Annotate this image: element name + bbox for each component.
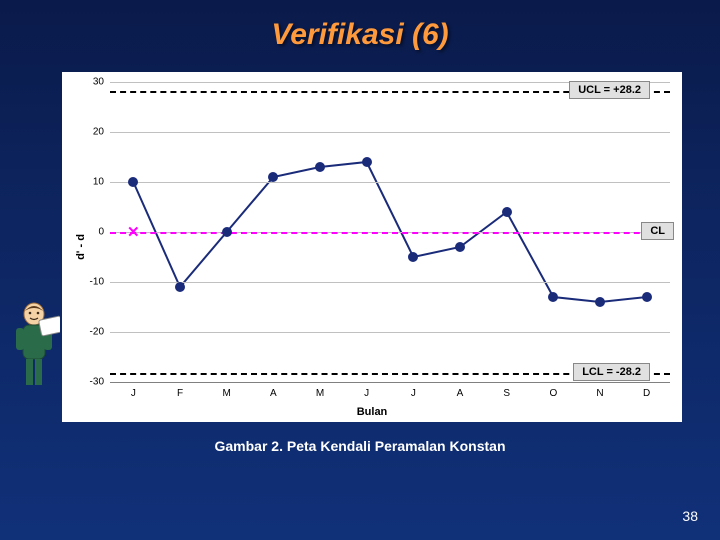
data-point: [315, 162, 325, 172]
x-tick-label: S: [503, 388, 510, 399]
cl-line: [110, 232, 670, 234]
x-tick-label: N: [596, 388, 603, 399]
x-tick-label: F: [177, 388, 183, 399]
x-tick-label: A: [457, 388, 464, 399]
cl-label: CL: [641, 222, 674, 240]
data-point: [128, 177, 138, 187]
y-axis-label: d' - d: [75, 234, 87, 260]
y-tick-label: -10: [90, 277, 104, 288]
x-tick-label: J: [411, 388, 416, 399]
y-tick-label: -30: [90, 377, 104, 388]
page-number: 38: [682, 508, 698, 524]
control-chart: d' - d -30 -20 -10 0 10 20 30 J F M A M J J A S O N D ✕ UCL …: [62, 72, 682, 422]
slide: Verifikasi (6) d' - d -30 -20 -10 0 10 20 30 J F…: [0, 0, 720, 540]
data-point: [175, 282, 185, 292]
data-point: [502, 207, 512, 217]
gridline: [110, 282, 670, 283]
x-tick-label: M: [316, 388, 324, 399]
data-point: [642, 292, 652, 302]
y-tick-label: 10: [93, 177, 104, 188]
data-point: [595, 297, 605, 307]
x-tick-label: D: [643, 388, 650, 399]
data-point: [222, 227, 232, 237]
gridline: [110, 382, 670, 383]
y-tick-label: 20: [93, 127, 104, 138]
figure-caption: Gambar 2. Peta Kendali Peramalan Konstan: [0, 438, 720, 454]
gridline: [110, 332, 670, 333]
ucl-label: UCL = +28.2: [569, 81, 650, 99]
data-point: [408, 252, 418, 262]
x-tick-label: A: [270, 388, 277, 399]
data-point: [455, 242, 465, 252]
plot-area: -30-20-100102030JFMAMJJASOND✕UCL = +28.2…: [110, 82, 670, 382]
page-title: Verifikasi (6): [0, 18, 720, 52]
x-tick-label: M: [222, 388, 230, 399]
y-tick-label: -20: [90, 327, 104, 338]
x-tick-label: J: [131, 388, 136, 399]
x-axis-label: Bulan: [62, 406, 682, 418]
y-tick-label: 0: [98, 227, 104, 238]
y-tick-label: 30: [93, 77, 104, 88]
data-point: [362, 157, 372, 167]
data-point: [268, 172, 278, 182]
gridline: [110, 182, 670, 183]
x-tick-label: J: [364, 388, 369, 399]
gridline: [110, 132, 670, 133]
x-tick-label: O: [549, 388, 557, 399]
person-clipart-icon: [8, 300, 60, 390]
lcl-label: LCL = -28.2: [573, 363, 650, 381]
x-mark: ✕: [127, 223, 140, 241]
data-point: [548, 292, 558, 302]
